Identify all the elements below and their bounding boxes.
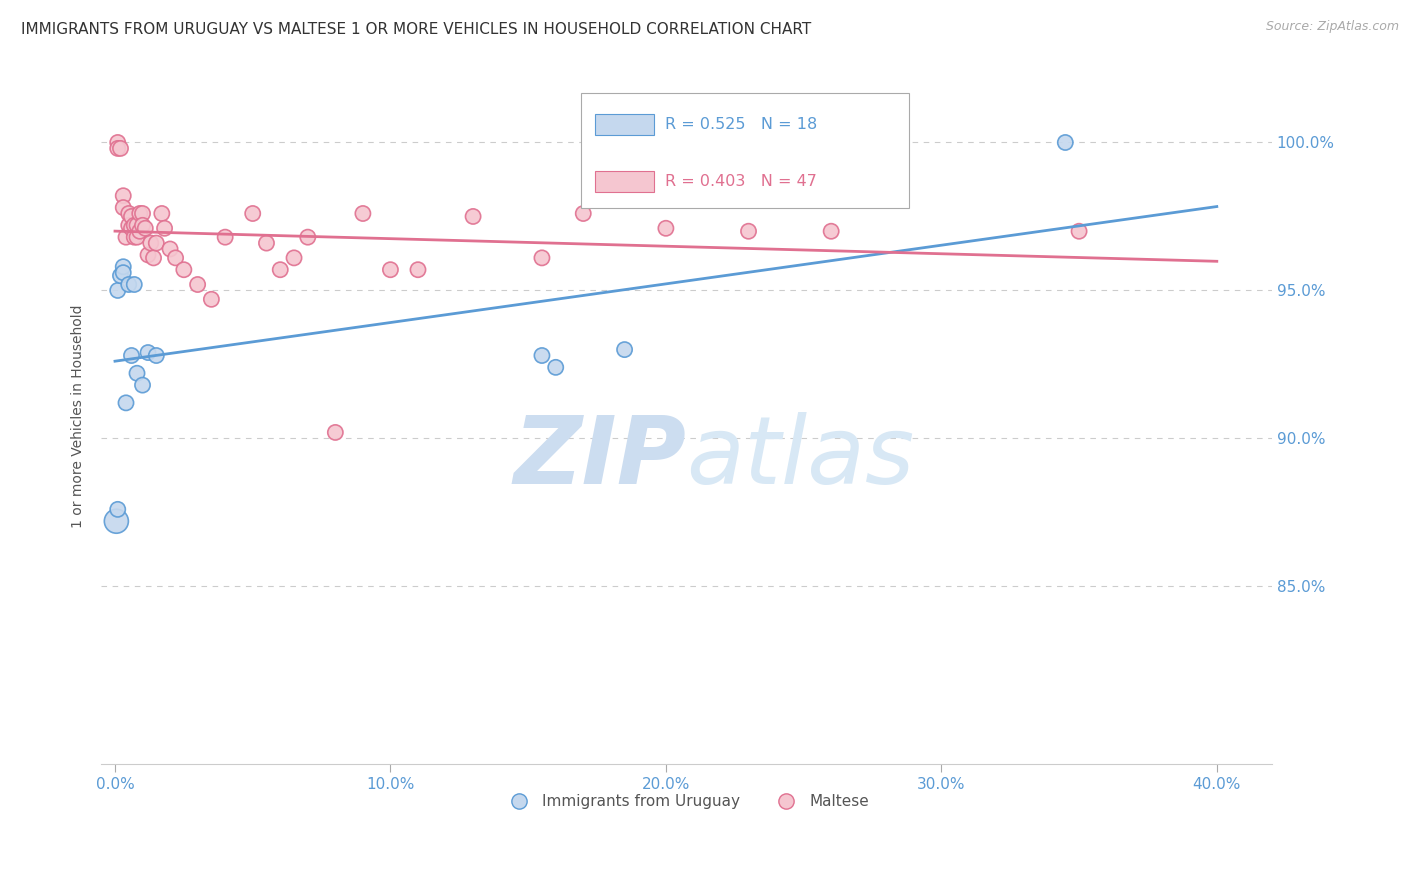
Point [122,277,145,292]
Bar [595,170,654,192]
Point [297,230,319,244]
Point [121,349,143,363]
Point [125,230,148,244]
Point [1067,224,1090,238]
Point [122,219,145,233]
FancyBboxPatch shape [581,93,910,208]
Point [572,206,595,220]
Point [165,251,187,265]
Legend: Immigrants from Uruguay, Maltese: Immigrants from Uruguay, Maltese [498,788,875,815]
Point [107,502,129,516]
Point [153,221,176,235]
Point [112,260,135,274]
Point [110,141,132,155]
Point [145,349,167,363]
Point [128,206,150,220]
Point [159,242,181,256]
Point [530,251,553,265]
Point [125,366,148,380]
Y-axis label: 1 or more Vehicles in Household: 1 or more Vehicles in Household [72,304,86,528]
Point [325,425,347,440]
Point [150,206,173,220]
Point [142,251,165,265]
Point [461,210,484,224]
Point [121,210,143,224]
Point [122,230,145,244]
Point [118,219,141,233]
Point [544,360,567,375]
Point [136,345,159,359]
Point [125,219,148,233]
Point [256,236,278,251]
Text: ZIP: ZIP [513,412,686,504]
Point [283,251,305,265]
Point [131,206,153,220]
Point [380,262,402,277]
Point [107,136,129,150]
Point [107,284,129,298]
Point [655,221,678,235]
Point [131,219,153,233]
Text: R = 0.403   N = 47: R = 0.403 N = 47 [665,174,817,189]
Point [352,206,374,220]
Point [134,221,156,235]
Point [173,262,195,277]
Point [112,266,135,280]
Point [115,396,138,410]
Point [242,206,264,220]
Point [269,262,291,277]
Text: IMMIGRANTS FROM URUGUAY VS MALTESE 1 OR MORE VEHICLES IN HOUSEHOLD CORRELATION C: IMMIGRANTS FROM URUGUAY VS MALTESE 1 OR … [21,22,811,37]
Text: R = 0.525   N = 18: R = 0.525 N = 18 [665,117,818,132]
Point [112,201,135,215]
Point [1054,136,1077,150]
Point [214,230,236,244]
Point [121,221,143,235]
Point [136,248,159,262]
Point [128,224,150,238]
Point [187,277,209,292]
Bar [595,113,654,135]
Point [406,262,429,277]
Point [107,141,129,155]
Text: atlas: atlas [686,412,915,503]
Point [737,224,759,238]
Point [115,230,138,244]
Point [118,277,141,292]
Point [530,349,553,363]
Point [145,236,167,251]
Point [118,206,141,220]
Point [200,293,222,307]
Point [139,236,162,251]
Point [131,378,153,392]
Point [613,343,636,357]
Point [105,514,128,528]
Text: Source: ZipAtlas.com: Source: ZipAtlas.com [1265,20,1399,33]
Point [820,224,842,238]
Point [112,188,135,202]
Point [110,268,132,283]
